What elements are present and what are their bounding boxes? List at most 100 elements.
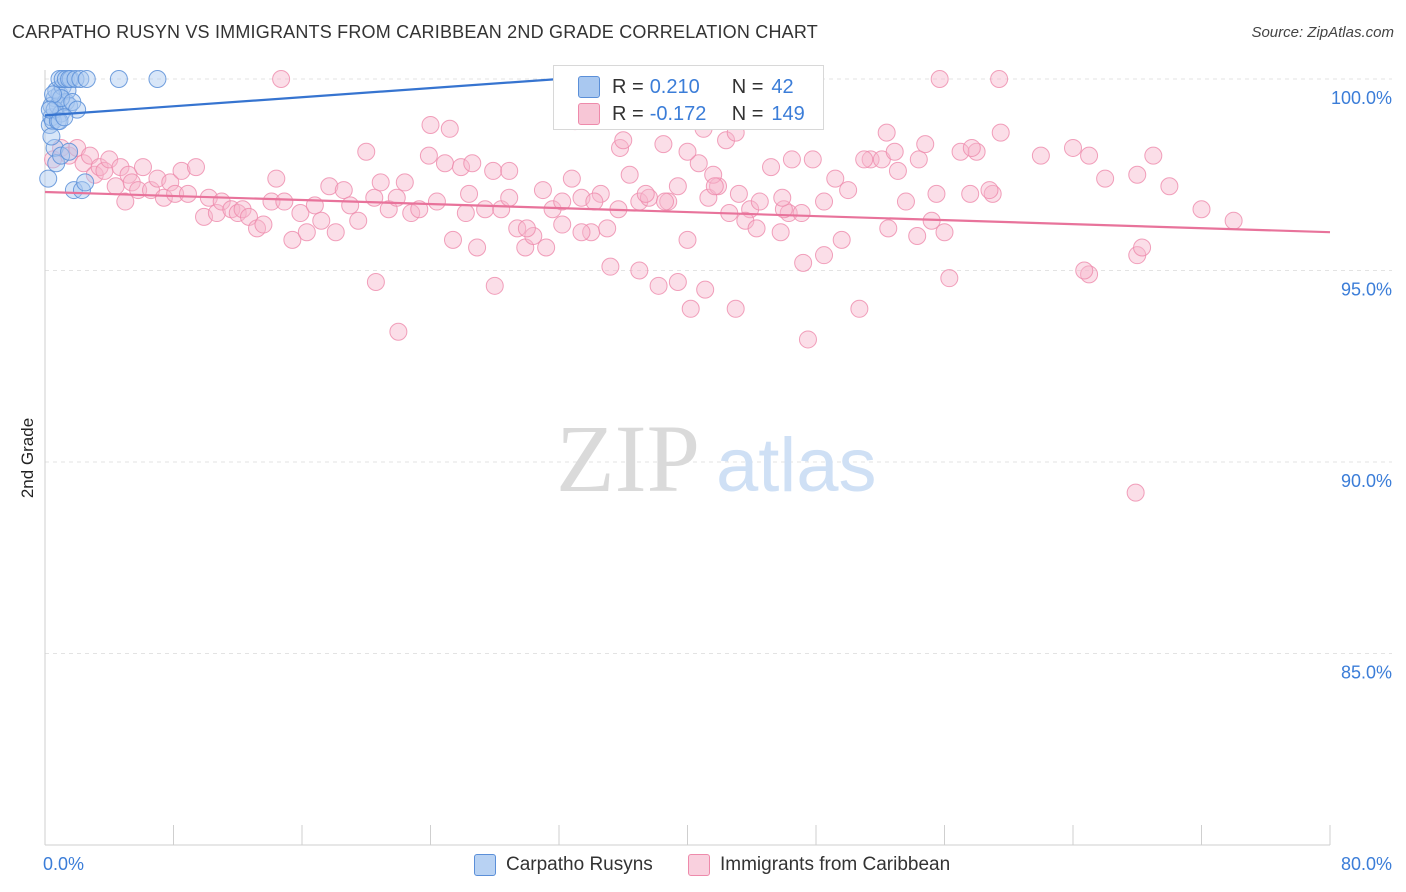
caribbean-point: [620, 165, 639, 184]
caribbean-point: [1144, 146, 1163, 165]
caribbean-point: [782, 150, 801, 169]
caribbean-point: [1096, 169, 1115, 188]
caribbean-point: [935, 223, 954, 242]
caribbean-point: [476, 200, 495, 219]
caribbean-point: [341, 196, 360, 215]
caribbean-point: [803, 150, 822, 169]
caribbean-point: [419, 146, 438, 165]
n-value: 42: [771, 75, 794, 98]
caribbean-point: [312, 211, 331, 230]
caribbean-point: [951, 142, 970, 161]
watermark: ZIP atlas: [556, 405, 877, 512]
caribbean-point: [601, 257, 620, 276]
carpatho-point: [55, 108, 74, 127]
caribbean-point: [815, 246, 834, 265]
caribbean-point: [468, 238, 487, 257]
carpatho-point: [76, 173, 95, 192]
caribbean-point: [656, 192, 675, 211]
caribbean-point: [798, 330, 817, 349]
caribbean-point: [908, 227, 927, 246]
caribbean-point: [1160, 177, 1179, 196]
y-tick-label: 90.0%: [1341, 471, 1392, 491]
tick-labels: 85.0% 90.0% 95.0% 100.0% 0.0% 80.0%: [43, 88, 1392, 874]
caribbean-point: [705, 177, 724, 196]
pink-swatch: [688, 854, 710, 876]
caribbean-point: [909, 150, 928, 169]
caribbean-point: [262, 192, 281, 211]
caribbean-point: [962, 138, 981, 157]
caribbean-point: [524, 227, 543, 246]
caribbean-point: [704, 165, 723, 184]
caribbean-point: [717, 131, 736, 150]
caribbean-point: [272, 70, 291, 88]
carpatho-point: [71, 70, 90, 88]
r-label: R =: [612, 75, 644, 98]
caribbean-point: [794, 253, 813, 272]
legend-label: Carpatho Rusyns: [506, 854, 653, 875]
chart-title: CARPATHO RUSYN VS IMMIGRANTS FROM CARIBB…: [12, 22, 818, 42]
legend-item-caribbean[interactable]: Immigrants from Caribbean: [688, 852, 950, 878]
caribbean-point: [614, 131, 633, 150]
caribbean-point: [166, 184, 185, 203]
caribbean-point: [885, 142, 904, 161]
caribbean-point: [452, 158, 471, 177]
caribbean-point: [233, 200, 252, 219]
y-tick-label: 85.0%: [1341, 663, 1392, 683]
caribbean-point: [443, 230, 462, 249]
n-label: N =: [731, 102, 764, 125]
caribbean-point: [750, 192, 769, 211]
caribbean-point: [1224, 211, 1243, 230]
caribbean-point: [1133, 238, 1152, 257]
caribbean-point: [421, 115, 440, 134]
carpatho-point: [44, 85, 63, 104]
caribbean-point: [774, 200, 793, 219]
caribbean-point: [154, 188, 173, 207]
caribbean-point: [591, 184, 610, 203]
legend-item-carpatho[interactable]: Carpatho Rusyns: [474, 852, 653, 878]
caribbean-point: [500, 188, 519, 207]
caribbean-point: [297, 223, 316, 242]
caribbean-point: [440, 119, 459, 138]
caribbean-point: [832, 230, 851, 249]
blue-swatch: [578, 76, 600, 98]
caribbean-point: [850, 299, 869, 318]
caribbean-point: [456, 204, 475, 223]
watermark-zip: ZIP: [556, 405, 700, 512]
caribbean-point: [553, 215, 572, 234]
caribbean-point: [371, 173, 390, 192]
caribbean-point: [389, 322, 408, 341]
stats-row-caribbean: R = -0.172 N = 149: [578, 101, 805, 127]
caribbean-point: [463, 154, 482, 173]
caribbean-point: [349, 211, 368, 230]
x-tick-label: 80.0%: [1341, 854, 1392, 874]
caribbean-point: [1075, 261, 1094, 280]
caribbean-point: [630, 261, 649, 280]
caribbean-point: [726, 299, 745, 318]
carpatho-point: [45, 138, 64, 157]
caribbean-point: [500, 161, 519, 180]
caribbean-point: [980, 181, 999, 200]
caribbean-point: [699, 188, 718, 207]
carpatho-point: [109, 70, 128, 88]
carpatho-trend-line: [44, 77, 560, 117]
caribbean-point: [762, 158, 781, 177]
caribbean-point: [696, 280, 715, 299]
caribbean-point: [747, 219, 766, 238]
caribbean-point: [940, 269, 959, 288]
blue-swatch: [474, 854, 496, 876]
caribbean-point: [990, 70, 1009, 88]
pink-swatch: [578, 103, 600, 125]
caribbean-point: [585, 192, 604, 211]
caribbean-point: [485, 276, 504, 295]
caribbean-point: [133, 158, 152, 177]
y-tick-label: 95.0%: [1341, 280, 1392, 300]
grid-lines: [45, 78, 1392, 654]
caribbean-point: [771, 223, 790, 242]
caribbean-point: [435, 154, 454, 173]
caribbean-point: [773, 188, 792, 207]
caribbean-point: [365, 188, 384, 207]
caribbean-point: [186, 158, 205, 177]
caribbean-point: [668, 177, 687, 196]
caribbean-point: [254, 215, 273, 234]
